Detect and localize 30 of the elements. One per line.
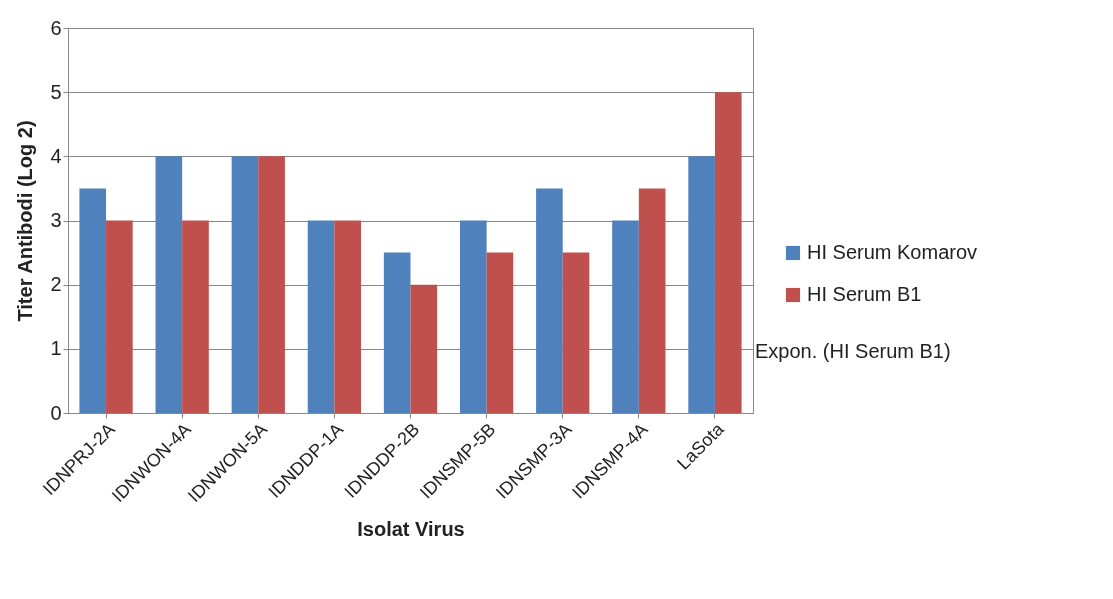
bar bbox=[258, 156, 285, 413]
text: Expon. (HI Serum B1) bbox=[755, 340, 951, 363]
bar bbox=[307, 220, 335, 413]
y-tick-label: 5 bbox=[50, 80, 62, 103]
y-tick-label: 2 bbox=[50, 273, 62, 296]
bar bbox=[182, 220, 209, 413]
bar bbox=[688, 156, 715, 413]
y-tick-label: 3 bbox=[50, 209, 62, 231]
bar bbox=[536, 188, 563, 413]
bar bbox=[410, 284, 438, 413]
y-tick-label: 6 bbox=[50, 16, 62, 39]
bar bbox=[155, 156, 183, 413]
x-axis-title: Isolat Virus bbox=[357, 518, 465, 541]
y-axis-title: Titer Antibodi (Log 2) bbox=[14, 120, 37, 322]
bar bbox=[334, 220, 362, 413]
y-tick-label: 4 bbox=[50, 144, 62, 167]
bar bbox=[459, 220, 487, 413]
y-tick-label: 1 bbox=[50, 337, 62, 360]
bar bbox=[562, 252, 590, 413]
bar bbox=[383, 252, 411, 413]
bar bbox=[638, 188, 666, 413]
bar bbox=[231, 156, 259, 413]
bar bbox=[79, 188, 107, 413]
legend-label: HI Serum B1 bbox=[807, 283, 922, 305]
bar bbox=[612, 220, 639, 413]
bar bbox=[106, 220, 133, 413]
bar bbox=[714, 92, 742, 413]
y-tick-label: 0 bbox=[50, 401, 62, 424]
bar bbox=[486, 252, 514, 413]
legend-label: HI Serum Komarov bbox=[807, 241, 978, 263]
